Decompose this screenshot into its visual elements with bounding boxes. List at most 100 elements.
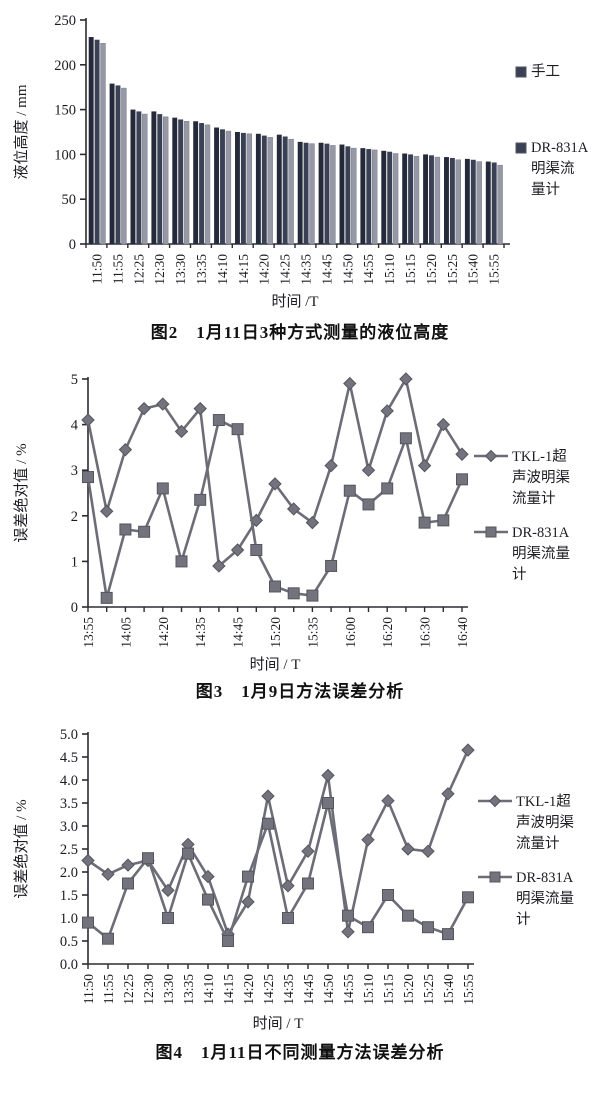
legend-square-icon — [489, 871, 501, 883]
bar — [183, 120, 190, 245]
x-tick-label: 13:30 — [173, 254, 188, 285]
x-tick-label: 14:35 — [281, 974, 296, 1005]
bar — [193, 121, 199, 244]
diamond-marker — [193, 401, 207, 416]
diamond-marker — [81, 853, 95, 868]
x-tick-label: 16:20 — [380, 617, 395, 648]
bar — [485, 161, 491, 244]
x-tick-labels: 11:50 11:55 12:25 12:30 13:30 13:35 14:10 14:15… — [81, 974, 476, 1005]
bar — [88, 37, 94, 244]
square-marker — [302, 877, 314, 890]
diamond-marker — [341, 925, 355, 939]
bar — [449, 157, 455, 244]
figure-3-line-chart: 0 1 2 3 4 5 误差绝对值 / % 时间 / T 13:55 14:05 14:20 14:3… — [0, 357, 600, 702]
x-tick-label: 15:10 — [361, 974, 376, 1005]
square-marker — [402, 909, 414, 922]
x-tick-label: 14:25 — [278, 254, 293, 285]
bar — [303, 142, 309, 244]
bar — [491, 162, 497, 244]
diamond-marker — [461, 743, 475, 757]
legend-label: DR-831A — [531, 140, 589, 156]
diamond-marker — [381, 793, 395, 808]
x-tick-label: 14:50 — [340, 254, 355, 285]
diamond-marker — [99, 504, 114, 518]
bar — [100, 43, 106, 245]
bar — [276, 134, 282, 244]
line-chart-error-jan9: 0 1 2 3 4 5 误差绝对值 / % 时间 / T 13:55 14:05 14:20 14:3… — [13, 372, 570, 673]
line-series — [81, 372, 469, 573]
legend-square-icon — [485, 526, 497, 538]
legend-label: TKL-1超 — [516, 793, 571, 810]
square-marker — [343, 484, 356, 497]
bar-series — [88, 37, 491, 244]
legend-diamond-icon — [488, 794, 502, 808]
x-tick-label: 15:20 — [268, 617, 283, 648]
y-tick-label: 5 — [71, 372, 78, 388]
bar — [235, 132, 240, 244]
square-marker — [322, 797, 334, 809]
diamond-marker — [212, 559, 226, 573]
figure-2-bar-chart: 0 50 100 150 200 250 液位高度 / mm 时间 /T 11:50 11:55 1… — [0, 4, 600, 343]
bar — [360, 148, 366, 244]
bar-series-group — [88, 37, 503, 245]
legend-label: 计 — [512, 566, 527, 583]
x-axis-title: 时间 / T — [253, 1015, 304, 1032]
x-tick-labels: 13:55 14:05 14:20 14:35 14:45 15:20 15:35 16:00… — [81, 617, 470, 648]
x-tick-label: 15:40 — [441, 974, 456, 1005]
bar — [464, 158, 470, 244]
y-tick-label: 2 — [71, 509, 78, 525]
figure-2-caption: 图2 1月11日3种方式测量的液位高度 — [150, 323, 450, 342]
square-marker — [262, 817, 274, 830]
x-tick-label: 14:55 — [361, 254, 376, 285]
diamond-marker — [268, 477, 282, 491]
y-tick-label: 4 — [71, 418, 79, 434]
diamond-marker — [81, 413, 95, 427]
diamond-marker — [101, 867, 115, 882]
square-marker — [422, 921, 434, 934]
y-tick-label: 5.0 — [60, 727, 78, 743]
bar — [109, 83, 115, 244]
bar — [199, 123, 205, 244]
diamond-marker — [399, 372, 413, 386]
bar — [324, 143, 330, 244]
x-tick-label: 11:50 — [89, 254, 104, 284]
bar — [330, 145, 336, 245]
axes: 0.0 0.5 1.0 1.5 2.0 2.5 3.0 3.5 4.0 4.5 5.0 误差绝对值 /… — [13, 727, 474, 1032]
square-marker — [437, 514, 450, 527]
x-tick-label: 14:35 — [298, 254, 313, 285]
x-tick-label: 15:20 — [424, 254, 439, 285]
figure-4-caption: 图4 1月11日不同测量方法误差分析 — [155, 1043, 445, 1062]
bar — [351, 147, 357, 245]
square-marker — [122, 877, 134, 890]
bar — [121, 87, 127, 245]
x-tick-label: 14:05 — [118, 617, 133, 648]
legend-swatch-icon — [515, 142, 527, 154]
y-tick-label: 2.5 — [60, 842, 78, 858]
x-tick-label: 14:35 — [193, 617, 208, 648]
x-tick-label: 14:20 — [241, 974, 256, 1005]
square-marker — [175, 555, 188, 568]
bar — [381, 150, 387, 244]
square-marker — [342, 909, 354, 922]
bar — [151, 111, 157, 244]
square-marker — [119, 523, 132, 536]
square-marker — [242, 870, 254, 883]
bar-series — [94, 39, 497, 245]
y-tick-label: 2.0 — [60, 865, 78, 881]
bar — [204, 124, 211, 245]
square-marker — [462, 891, 474, 904]
line-series — [81, 743, 475, 941]
square-marker — [202, 893, 214, 906]
diamond-marker — [436, 417, 451, 432]
legend-label: 流量计 — [516, 835, 560, 852]
bar — [136, 111, 142, 244]
bar — [115, 85, 121, 245]
square-marker — [282, 912, 294, 924]
x-tick-label: 11:50 — [81, 974, 96, 1004]
bar — [220, 129, 225, 244]
x-tick-label: 14:45 — [301, 974, 316, 1005]
x-tick-label: 14:20 — [257, 254, 272, 285]
square-marker — [82, 916, 94, 929]
x-tick-label: 16:30 — [418, 617, 433, 648]
